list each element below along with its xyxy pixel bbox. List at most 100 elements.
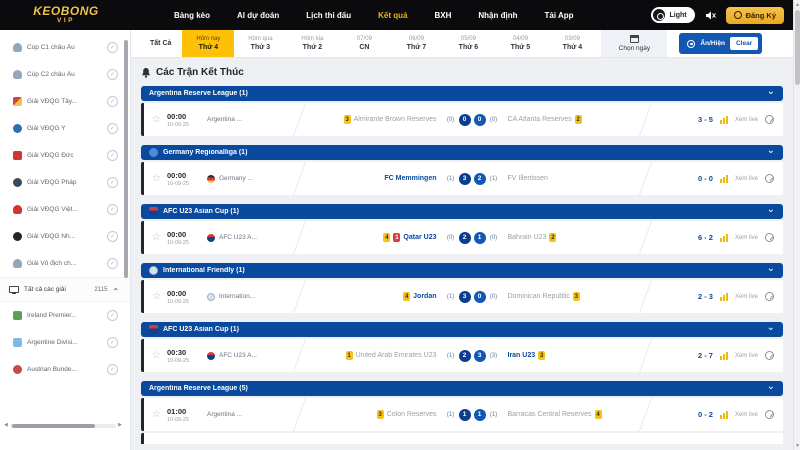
tab-all-dates[interactable]: Tất Cả xyxy=(150,40,172,47)
home-team-name[interactable]: Colon Reserves xyxy=(386,411,437,418)
league-header[interactable]: Germany Regionalliga (1) ⌄ xyxy=(141,145,783,160)
nav-item[interactable]: AI dự đoán xyxy=(237,10,280,20)
league-header[interactable]: AFC U23 Asian Cup (1) ⌄ xyxy=(141,204,783,219)
sidebar-league-item[interactable]: Giải VĐQG Tây... ✓ xyxy=(0,88,130,115)
away-team-name[interactable]: Iran U23 xyxy=(507,352,536,359)
league-header[interactable]: Argentina Reserve League (1) ⌄ xyxy=(141,86,783,101)
hide-show-toggle[interactable]: Ẩn/Hiện xyxy=(700,40,725,47)
stats-bars-icon[interactable] xyxy=(719,174,728,183)
date-tab[interactable]: 04/09 Thứ 5 xyxy=(494,30,546,57)
check-circle-icon[interactable]: ✓ xyxy=(107,96,118,107)
home-team-name[interactable]: FC Memmingen xyxy=(384,175,437,182)
favorite-star-icon[interactable]: ☆ xyxy=(152,232,161,243)
page-scrollbar-thumb[interactable] xyxy=(795,10,800,85)
favorite-star-icon[interactable]: ☆ xyxy=(152,173,161,184)
signup-button[interactable]: Đăng Ký xyxy=(725,6,784,24)
sidebar-league-item[interactable]: Giải VĐQG Việt... ✓ xyxy=(0,196,130,223)
league-header[interactable]: AFC U23 Asian Cup (1) ⌄ xyxy=(141,322,783,337)
sidebar-league-item[interactable]: Giải VĐQG Ý ✓ xyxy=(0,115,130,142)
sidebar-league-item[interactable]: Giải VĐQG Pháp ✓ xyxy=(0,169,130,196)
check-circle-icon[interactable]: ✓ xyxy=(107,364,118,375)
favorite-star-icon[interactable]: ☆ xyxy=(152,350,161,361)
sidebar-league-item[interactable]: Cúp C1 châu Âu ✓ xyxy=(0,34,130,61)
scroll-left-arrow-icon[interactable]: ◀ xyxy=(4,422,8,428)
sidebar-vertical-scrollbar[interactable] xyxy=(124,40,128,278)
watch-live-link[interactable]: Xem live xyxy=(734,352,758,359)
date-tab[interactable]: 06/09 Thứ 7 xyxy=(390,30,442,57)
mute-speaker-icon[interactable] xyxy=(705,10,716,21)
home-team-name[interactable]: Jordan xyxy=(413,293,437,300)
check-circle-icon[interactable]: ✓ xyxy=(107,231,118,242)
sidebar-league-item[interactable]: Giải VĐQG Nh... ✓ xyxy=(0,223,130,250)
clock-icon[interactable] xyxy=(765,115,774,124)
stats-bars-icon[interactable] xyxy=(719,233,728,242)
nav-item[interactable]: Bảng kèo xyxy=(174,10,211,20)
match-row[interactable]: ☆ 01:00 10-09-25 Argentina ... 3 Colon R… xyxy=(141,398,783,431)
away-team-name[interactable]: Barracas Central Reserves xyxy=(507,411,592,418)
check-circle-icon[interactable]: ✓ xyxy=(107,204,118,215)
sidebar-league-item[interactable]: Argentine Divisi... ✓ xyxy=(0,329,130,356)
sidebar-league-item[interactable]: Austrian Bunde... ✓ xyxy=(0,356,130,383)
home-team-name[interactable]: Almirante Brown Reserves xyxy=(353,116,437,123)
clock-icon[interactable] xyxy=(765,233,774,242)
stats-bars-icon[interactable] xyxy=(719,410,728,419)
match-row[interactable]: ☆ 00:00 10-09-25 Internation... 4 Jordan… xyxy=(141,280,783,313)
sidebar-horizontal-scrollbar[interactable]: ◀ ▶ xyxy=(4,422,122,429)
favorite-star-icon[interactable]: ☆ xyxy=(152,291,161,302)
favorite-star-icon[interactable]: ☆ xyxy=(152,114,161,125)
away-team-name[interactable]: FV Illertissen xyxy=(507,175,548,182)
scroll-right-arrow-icon[interactable]: ▶ xyxy=(118,422,122,428)
away-team-name[interactable]: Bahrain U23 xyxy=(507,234,547,241)
clock-icon[interactable] xyxy=(765,351,774,360)
home-team-name[interactable]: United Arab Emirates U23 xyxy=(355,352,437,359)
check-circle-icon[interactable]: ✓ xyxy=(107,258,118,269)
favorite-star-icon[interactable]: ☆ xyxy=(152,409,161,420)
date-tab[interactable]: 05/09 Thứ 6 xyxy=(442,30,494,57)
date-tab[interactable]: Hôm qua Thứ 3 xyxy=(234,30,286,57)
scroll-up-arrow-icon[interactable]: ▲ xyxy=(795,1,800,8)
date-tab[interactable]: Hôm kia Thứ 2 xyxy=(286,30,338,57)
all-leagues-row[interactable]: Tất cả các giải 2115 ⌄ xyxy=(0,277,130,302)
nav-item[interactable]: Lịch thi đấu xyxy=(306,10,352,20)
scrollbar-thumb[interactable] xyxy=(11,423,95,428)
watch-live-link[interactable]: Xem live xyxy=(734,234,758,241)
stats-bars-icon[interactable] xyxy=(719,351,728,360)
check-circle-icon[interactable]: ✓ xyxy=(107,310,118,321)
check-circle-icon[interactable]: ✓ xyxy=(107,177,118,188)
check-circle-icon[interactable]: ✓ xyxy=(107,337,118,348)
choose-date-button[interactable]: Chọn ngày xyxy=(601,30,668,57)
date-tab[interactable]: 07/09 CN xyxy=(338,30,390,57)
league-header[interactable]: International Friendly (1) ⌄ xyxy=(141,263,783,278)
clock-icon[interactable] xyxy=(765,292,774,301)
match-row[interactable]: ☆ 00:00 10-09-25 AFC U23 A... 4 1 Qatar … xyxy=(141,221,783,254)
nav-item[interactable]: BXH xyxy=(434,10,452,20)
sidebar-league-item[interactable]: Cúp C2 châu Âu ✓ xyxy=(0,61,130,88)
match-row[interactable]: ☆ 00:30 10-09-25 AFC U23 A... 1 United A… xyxy=(141,339,783,372)
date-tab[interactable]: Hôm nay Thứ 4 xyxy=(182,30,235,57)
league-header[interactable]: Argentina Reserve League (5) ⌄ xyxy=(141,381,783,396)
away-team-name[interactable]: Dominican Republic xyxy=(507,293,570,300)
theme-toggle[interactable]: Light xyxy=(651,7,695,23)
nav-item[interactable]: Tải App xyxy=(544,10,574,20)
nav-item[interactable]: Nhận định xyxy=(478,10,518,20)
clock-icon[interactable] xyxy=(765,174,774,183)
check-circle-icon[interactable]: ✓ xyxy=(107,69,118,80)
home-team-name[interactable]: Qatar U23 xyxy=(403,234,437,241)
stats-bars-icon[interactable] xyxy=(719,292,728,301)
date-tab[interactable]: 03/09 Thứ 4 xyxy=(546,30,598,57)
watch-live-link[interactable]: Xem live xyxy=(734,411,758,418)
site-logo[interactable]: KEOBONG VIP xyxy=(0,5,132,25)
away-team-name[interactable]: CA Atlanta Reserves xyxy=(507,116,572,123)
match-row[interactable]: ☆ 00:00 10-09-25 Argentina ... 3 Almiran… xyxy=(141,103,783,136)
match-row-partial[interactable] xyxy=(141,433,783,444)
sidebar-league-item[interactable]: Ireland Premier... ✓ xyxy=(0,302,130,329)
sidebar-league-item[interactable]: Giải VĐQG Đức ✓ xyxy=(0,142,130,169)
watch-live-link[interactable]: Xem live xyxy=(734,116,758,123)
clear-button[interactable]: Clear xyxy=(729,37,759,50)
watch-live-link[interactable]: Xem live xyxy=(734,175,758,182)
stats-bars-icon[interactable] xyxy=(719,115,728,124)
check-circle-icon[interactable]: ✓ xyxy=(107,150,118,161)
match-row[interactable]: ☆ 00:00 10-09-25 Germany ... FC Memminge… xyxy=(141,162,783,195)
clock-icon[interactable] xyxy=(765,410,774,419)
page-scrollbar[interactable]: ▲ ▼ xyxy=(793,0,800,450)
